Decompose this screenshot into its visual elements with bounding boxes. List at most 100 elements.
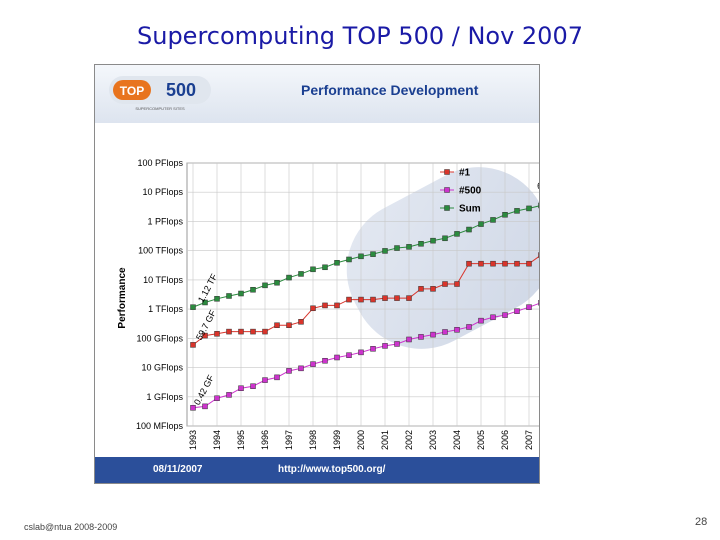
data-point [226, 293, 232, 299]
panel-header: TOP 500 SUPERCOMPUTER SITES Performance … [95, 65, 539, 123]
data-point [370, 346, 376, 352]
y-tick-label: 10 GFlops [141, 363, 183, 373]
svg-text:500: 500 [166, 80, 196, 100]
data-point [286, 368, 292, 374]
x-tick-label: 1993 [188, 430, 198, 450]
y-tick-label: 1 TFlops [148, 304, 183, 314]
data-point [250, 286, 256, 293]
data-point [490, 314, 496, 321]
data-point [418, 241, 424, 247]
data-point [262, 282, 268, 289]
data-point [478, 317, 484, 324]
data-point [334, 354, 340, 361]
x-tick-label: 2000 [356, 430, 366, 450]
slide-page-number: 28 [695, 516, 708, 528]
data-point [286, 274, 292, 281]
x-tick-label: 1996 [260, 430, 270, 450]
data-point [514, 308, 520, 314]
data-point [346, 256, 352, 263]
y-tick-label: 100 GFlops [136, 333, 183, 343]
data-point [454, 281, 460, 287]
data-point [274, 374, 280, 381]
data-point [238, 385, 244, 391]
data-point [490, 217, 496, 223]
data-point [334, 260, 340, 266]
data-point [382, 343, 388, 349]
data-point [418, 286, 424, 292]
x-tick-label: 2007 [524, 430, 534, 450]
data-point [202, 299, 208, 306]
data-point [226, 392, 232, 398]
data-point [382, 295, 388, 301]
data-point [382, 248, 388, 254]
data-point [538, 252, 539, 258]
data-point [442, 281, 448, 287]
data-point [262, 377, 268, 383]
data-point [526, 260, 532, 267]
data-point [190, 304, 196, 310]
data-point [310, 361, 316, 367]
svg-text:SUPERCOMPUTER SITES: SUPERCOMPUTER SITES [135, 106, 185, 111]
x-tick-label: 1994 [212, 430, 222, 450]
data-point [430, 286, 436, 292]
data-point [430, 237, 436, 244]
data-point [322, 264, 328, 271]
legend-label: #500 [459, 186, 482, 197]
data-point [538, 300, 539, 306]
data-point [370, 296, 376, 303]
slide-title: Supercomputing TOP 500 / Nov 2007 [137, 22, 583, 50]
y-tick-label: 1 PFlops [147, 216, 183, 226]
data-point [406, 244, 412, 250]
data-point [478, 221, 484, 227]
watermark-shape [346, 167, 539, 349]
data-point [310, 266, 316, 273]
data-point [526, 205, 532, 212]
legend-label: Sum [459, 204, 481, 215]
data-point [490, 260, 496, 267]
data-point [358, 349, 364, 356]
data-point [406, 336, 412, 343]
data-point [502, 312, 508, 318]
x-tick-label: 2001 [380, 430, 390, 450]
data-point [358, 296, 364, 303]
data-point [214, 331, 220, 337]
data-point [466, 260, 472, 267]
annotation-sum-last: 6965.62 TF [537, 181, 539, 191]
data-point [502, 260, 508, 267]
y-tick-label: 100 TFlops [138, 246, 183, 256]
data-point [190, 405, 196, 411]
legend-label: #1 [459, 168, 471, 179]
y-tick-label: 10 PFlops [142, 187, 183, 197]
data-point [322, 302, 328, 309]
data-point [502, 212, 508, 218]
data-point [406, 295, 412, 301]
data-point [202, 403, 208, 410]
data-point [454, 327, 460, 333]
series-layer [190, 202, 539, 411]
x-tick-label: 2002 [404, 430, 414, 450]
x-tick-label: 2006 [500, 430, 510, 450]
data-point [514, 260, 520, 267]
data-point [442, 235, 448, 242]
panel-footer: 08/11/2007 http://www.top500.org/ [95, 457, 539, 483]
data-point [466, 226, 472, 233]
data-point [538, 202, 539, 209]
panel-title: Performance Development [301, 82, 479, 98]
x-tick-label: 1998 [308, 430, 318, 450]
footer-url[interactable]: http://www.top500.org/ [278, 464, 386, 475]
data-point [346, 296, 352, 303]
data-point [238, 290, 244, 297]
data-point [358, 253, 364, 260]
series-line [192, 205, 539, 308]
data-point [214, 296, 220, 302]
footer-date: 08/11/2007 [153, 464, 203, 475]
svg-text:TOP: TOP [120, 84, 144, 98]
y-tick-label: 1 GFlops [146, 392, 183, 402]
data-point [514, 208, 520, 214]
data-point [286, 322, 292, 328]
legend-swatch [444, 205, 450, 211]
data-point [442, 329, 448, 335]
x-tick-label: 1997 [284, 430, 294, 450]
data-point [238, 328, 244, 335]
data-point [202, 332, 208, 339]
